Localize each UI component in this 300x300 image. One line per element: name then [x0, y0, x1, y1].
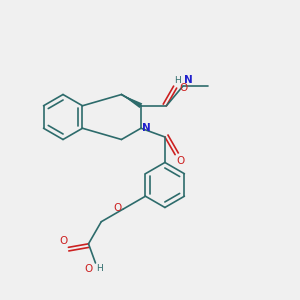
Text: O: O	[114, 203, 122, 213]
Text: N: N	[142, 123, 151, 133]
Text: O: O	[85, 265, 93, 275]
Text: N: N	[184, 75, 193, 85]
Text: O: O	[59, 236, 68, 246]
Text: O: O	[179, 83, 187, 93]
Polygon shape	[122, 94, 142, 108]
Text: H: H	[96, 265, 103, 274]
Text: H: H	[175, 76, 181, 85]
Text: O: O	[176, 156, 184, 166]
